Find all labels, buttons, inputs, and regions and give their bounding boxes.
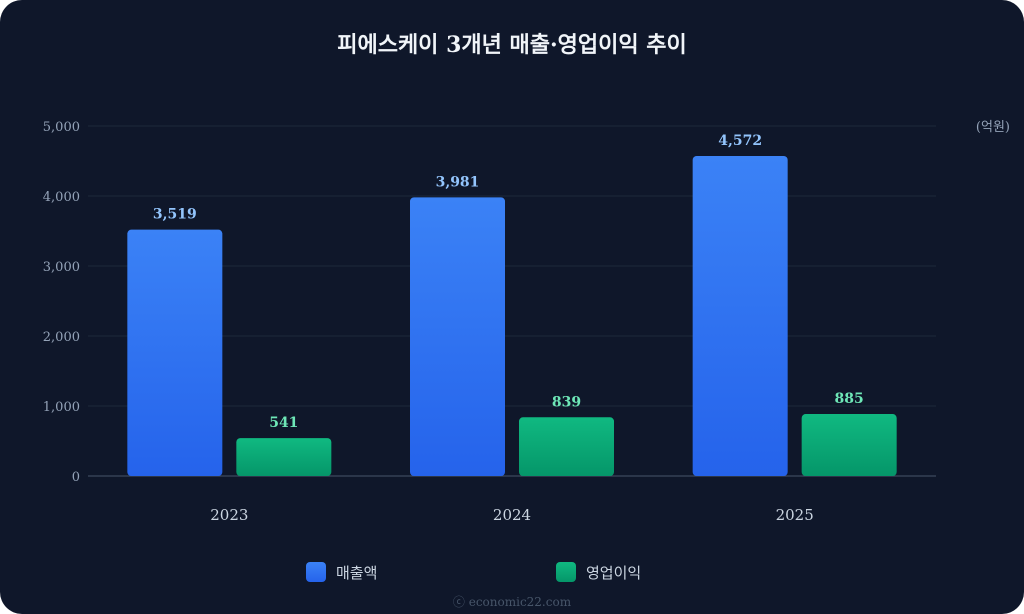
y-tick-label: 1,000 [43, 400, 80, 415]
data-label: 885 [835, 391, 864, 407]
bar-operating-profit-2024 [519, 417, 614, 476]
bar-revenue-2024 [410, 197, 505, 476]
data-label: 3,519 [153, 207, 197, 223]
legend: 매출액 영업이익 [306, 562, 641, 582]
x-tick-label: 2025 [776, 506, 814, 524]
bar-operating-profit-2025 [801, 414, 897, 476]
data-label: 541 [269, 415, 298, 431]
y-tick-label: 3,000 [43, 260, 80, 275]
legend-swatch [306, 562, 326, 582]
legend-swatch [556, 562, 576, 582]
x-tick-label: 2023 [210, 506, 248, 524]
legend-label: 영업이익 [586, 564, 641, 582]
x-axis: 2023 2024 2025 [210, 506, 814, 524]
unit-label: (억원) [976, 120, 1010, 135]
credit-text: ⓒ economic22.com [453, 595, 572, 609]
bar-revenue-2023 [127, 229, 223, 476]
y-tick-label: 5,000 [43, 120, 80, 135]
bars: 3,519 541 3,981 839 4,572 885 [127, 133, 897, 476]
chart-title: 피에스케이 3개년 매출·영업이익 추이 [337, 32, 687, 58]
bar-operating-profit-2023 [236, 438, 332, 476]
y-tick-label: 0 [72, 470, 80, 485]
data-label: 839 [552, 394, 581, 410]
bar-revenue-2025 [692, 155, 788, 476]
y-tick-label: 4,000 [43, 190, 80, 205]
data-label: 3,981 [436, 174, 480, 190]
x-tick-label: 2024 [493, 506, 531, 524]
data-label: 4,572 [718, 133, 762, 149]
y-tick-label: 2,000 [43, 330, 80, 345]
gridlines [88, 125, 936, 477]
y-axis: 0 1,000 2,000 3,000 4,000 5,000 [43, 120, 80, 485]
legend-label: 매출액 [336, 564, 377, 582]
